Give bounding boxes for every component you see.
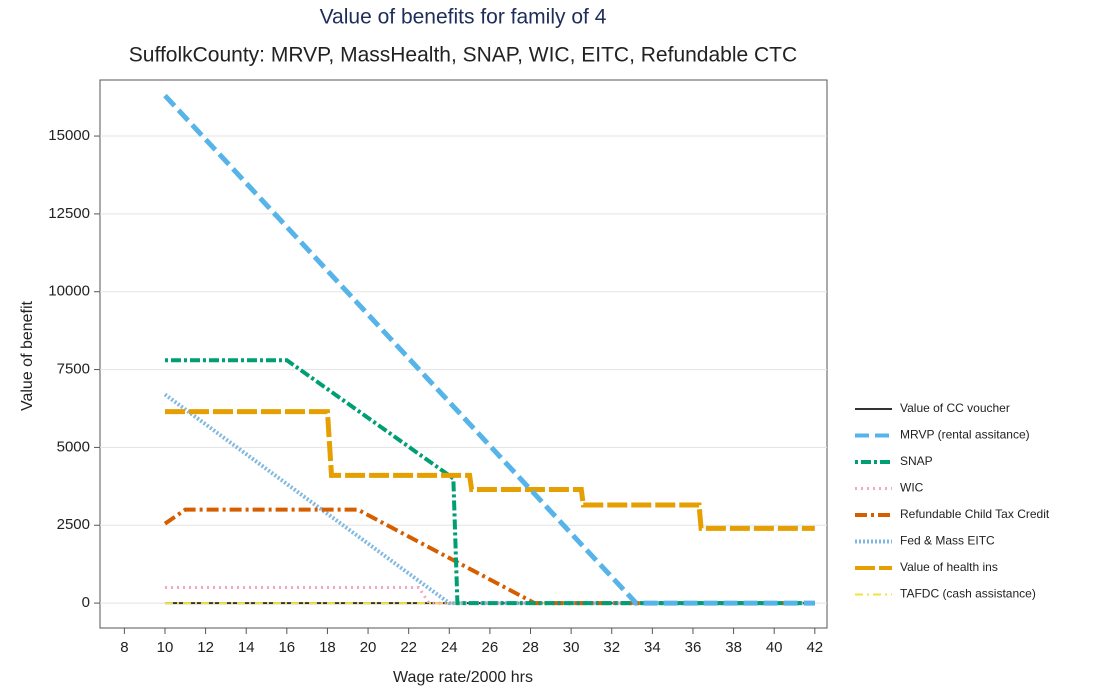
x-tick-label: 40 xyxy=(766,639,783,656)
x-tick-label: 22 xyxy=(400,639,417,656)
x-tick-label: 8 xyxy=(120,639,128,656)
y-tick-label: 7500 xyxy=(57,361,90,378)
x-tick-label: 38 xyxy=(725,639,742,656)
x-tick-label: 10 xyxy=(157,639,174,656)
legend-label: TAFDC (cash assistance) xyxy=(900,587,1036,601)
x-tick-label: 34 xyxy=(644,639,661,656)
chart-subtitle: SuffolkCounty: MRVP, MassHealth, SNAP, W… xyxy=(129,44,797,67)
x-tick-label: 12 xyxy=(197,639,214,656)
x-tick-label: 28 xyxy=(522,639,539,656)
series-line xyxy=(163,507,815,606)
legend-label: SNAP xyxy=(900,454,933,468)
x-tick-label: 30 xyxy=(563,639,580,656)
y-tick-label: 10000 xyxy=(48,283,90,300)
plot-frame xyxy=(99,79,828,629)
y-tick-label: 12500 xyxy=(48,205,90,222)
legend-label: Refundable Child Tax Credit xyxy=(900,507,1050,521)
x-tick-label: 18 xyxy=(319,639,336,656)
y-axis-label: Value of benefit xyxy=(19,300,36,411)
series-line xyxy=(164,586,815,605)
y-tick-label: 2500 xyxy=(57,516,90,533)
chart-title: Value of benefits for family of 4 xyxy=(320,6,607,29)
legend-label: WIC xyxy=(900,481,924,495)
x-tick-label: 42 xyxy=(806,639,823,656)
series-line xyxy=(164,409,815,531)
y-tick-label: 5000 xyxy=(57,438,90,455)
x-tick-label: 20 xyxy=(360,639,377,656)
y-tick-label: 0 xyxy=(82,594,90,611)
x-tick-label: 32 xyxy=(603,639,620,656)
x-tick-label: 24 xyxy=(441,639,458,656)
legend-label: Fed & Mass EITC xyxy=(900,534,995,548)
x-tick-label: 26 xyxy=(482,639,499,656)
series-line xyxy=(164,358,815,606)
legend-label: Value of health ins xyxy=(900,560,998,574)
x-tick-label: 16 xyxy=(278,639,295,656)
legend-label: Value of CC voucher xyxy=(900,401,1010,415)
y-tick-label: 15000 xyxy=(48,127,90,144)
x-axis-label: Wage rate/2000 hrs xyxy=(393,669,533,686)
x-tick-label: 36 xyxy=(685,639,702,656)
x-tick-label: 14 xyxy=(238,639,255,656)
legend-label: MRVP (rental assitance) xyxy=(900,428,1030,442)
series-line xyxy=(163,392,815,606)
series-line xyxy=(163,93,815,606)
